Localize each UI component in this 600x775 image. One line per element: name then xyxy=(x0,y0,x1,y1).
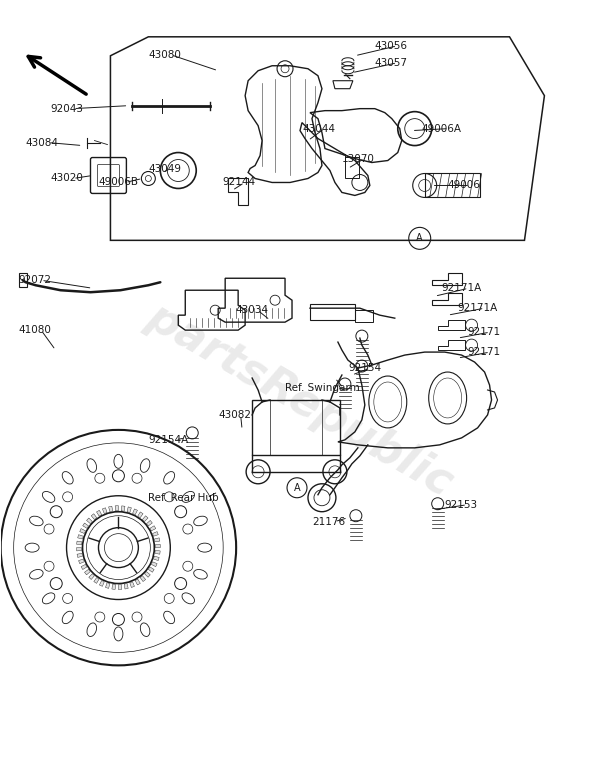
Bar xyxy=(345,157,359,178)
Polygon shape xyxy=(97,510,101,516)
Text: 92043: 92043 xyxy=(50,104,83,114)
Text: 92072: 92072 xyxy=(19,275,52,285)
Polygon shape xyxy=(94,577,99,584)
Polygon shape xyxy=(81,564,87,570)
Polygon shape xyxy=(127,507,131,512)
Polygon shape xyxy=(142,516,148,522)
Text: 43056: 43056 xyxy=(375,41,408,51)
Bar xyxy=(19,274,26,288)
Polygon shape xyxy=(83,523,89,529)
Text: Ref. Swingarm: Ref. Swingarm xyxy=(285,383,360,393)
Polygon shape xyxy=(151,562,157,567)
Text: Ref. Rear Hub: Ref. Rear Hub xyxy=(148,493,219,503)
Text: 43057: 43057 xyxy=(375,58,408,67)
Text: 92154A: 92154A xyxy=(148,435,188,445)
Text: 13070: 13070 xyxy=(342,153,375,164)
Polygon shape xyxy=(133,509,137,515)
Circle shape xyxy=(112,614,124,625)
Polygon shape xyxy=(79,559,85,563)
Text: 43084: 43084 xyxy=(26,138,59,147)
Bar xyxy=(252,400,340,455)
Polygon shape xyxy=(103,508,107,514)
Circle shape xyxy=(175,506,187,518)
Polygon shape xyxy=(77,553,83,557)
Polygon shape xyxy=(140,576,146,581)
Text: 92144: 92144 xyxy=(222,177,256,188)
Text: partsRepublic: partsRepublic xyxy=(139,294,461,505)
Text: 43034: 43034 xyxy=(235,305,268,315)
Polygon shape xyxy=(154,556,159,560)
Polygon shape xyxy=(138,512,143,518)
Polygon shape xyxy=(155,550,160,554)
Text: 49006: 49006 xyxy=(448,181,481,191)
Text: 92153: 92153 xyxy=(445,500,478,510)
Polygon shape xyxy=(86,518,92,524)
Bar xyxy=(425,174,479,198)
Text: 92171A: 92171A xyxy=(442,283,482,293)
Polygon shape xyxy=(121,506,125,512)
Polygon shape xyxy=(77,535,83,539)
Text: 92171: 92171 xyxy=(467,347,501,357)
Text: 92171A: 92171A xyxy=(458,303,498,313)
Polygon shape xyxy=(155,544,160,548)
Polygon shape xyxy=(118,584,122,590)
Text: 92171: 92171 xyxy=(467,327,501,337)
Bar xyxy=(355,310,373,322)
Polygon shape xyxy=(91,514,97,519)
Polygon shape xyxy=(100,580,104,587)
Polygon shape xyxy=(109,506,113,512)
Polygon shape xyxy=(152,532,158,536)
Text: A: A xyxy=(293,483,301,493)
Polygon shape xyxy=(146,521,152,526)
Text: 43080: 43080 xyxy=(148,50,181,60)
Polygon shape xyxy=(80,529,86,533)
Polygon shape xyxy=(124,584,128,589)
Polygon shape xyxy=(148,567,154,572)
Polygon shape xyxy=(112,584,116,590)
Polygon shape xyxy=(145,572,150,577)
Polygon shape xyxy=(89,574,94,580)
Text: 43082: 43082 xyxy=(218,410,251,420)
Text: 43049: 43049 xyxy=(148,164,181,174)
Text: 49006A: 49006A xyxy=(422,123,462,133)
Text: 43044: 43044 xyxy=(302,123,335,133)
Text: 49006B: 49006B xyxy=(98,177,139,188)
Text: 41080: 41080 xyxy=(19,326,52,335)
Text: 21176: 21176 xyxy=(312,517,345,527)
Polygon shape xyxy=(130,582,134,587)
Polygon shape xyxy=(77,541,82,545)
Circle shape xyxy=(50,577,62,590)
Polygon shape xyxy=(115,506,118,511)
Polygon shape xyxy=(106,583,110,588)
Polygon shape xyxy=(154,538,160,542)
Polygon shape xyxy=(150,525,156,531)
Circle shape xyxy=(112,470,124,482)
Circle shape xyxy=(175,577,187,590)
Text: 43020: 43020 xyxy=(50,174,83,184)
Circle shape xyxy=(50,506,62,518)
Polygon shape xyxy=(85,570,91,575)
Polygon shape xyxy=(77,548,82,551)
Text: 92154: 92154 xyxy=(348,363,381,373)
Polygon shape xyxy=(135,579,140,585)
Text: A: A xyxy=(416,233,423,243)
Bar xyxy=(310,305,355,320)
